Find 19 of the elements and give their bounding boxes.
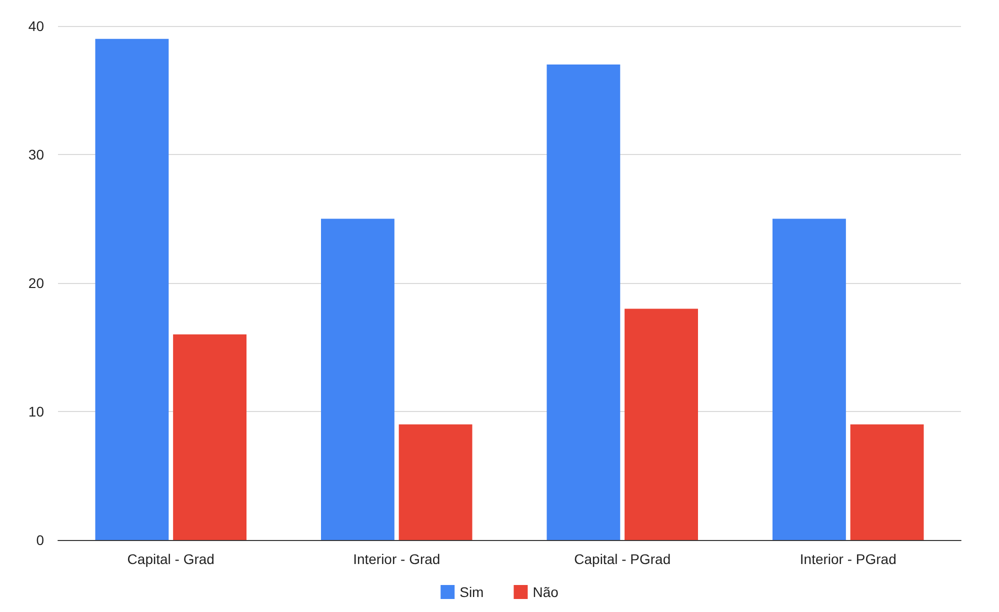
bar xyxy=(398,424,472,540)
x-tick-label: Capital - PGrad xyxy=(574,551,671,567)
legend-label: Sim xyxy=(460,584,484,600)
bar xyxy=(321,218,394,540)
y-tick-label: 30 xyxy=(28,146,44,162)
y-tick-label: 20 xyxy=(28,275,44,291)
bar xyxy=(173,334,246,540)
bar xyxy=(95,38,169,540)
y-tick-label: 10 xyxy=(28,404,44,420)
bar xyxy=(850,424,924,540)
x-tick-label: Interior - PGrad xyxy=(800,551,896,567)
x-tick-label: Interior - Grad xyxy=(353,551,440,567)
bar xyxy=(624,308,698,540)
y-tick-label: 0 xyxy=(36,532,44,548)
legend-label: Não xyxy=(532,584,559,600)
bar xyxy=(772,218,846,540)
y-tick-label: 40 xyxy=(28,18,44,34)
x-tick-label: Capital - Grad xyxy=(127,551,214,567)
bar xyxy=(546,64,620,540)
